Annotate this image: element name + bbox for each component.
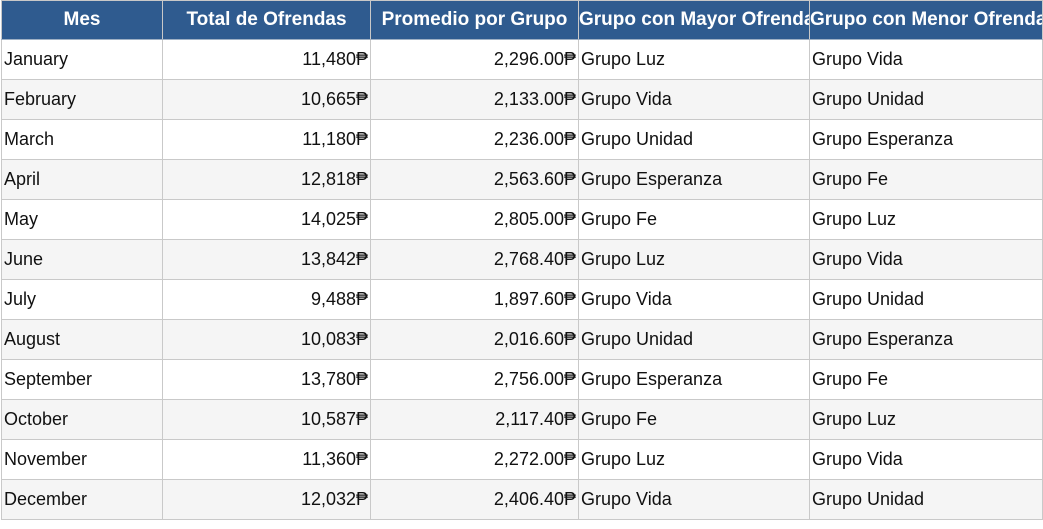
cell-grupo-menor-ofrenda[interactable]: Grupo Fe: [809, 159, 1043, 200]
cell-grupo-menor-ofrenda[interactable]: Grupo Unidad: [809, 279, 1043, 320]
header-promedio-por-grupo[interactable]: Promedio por Grupo: [370, 0, 579, 40]
table-row: September 13,780₱ 2,756.00₱ Grupo Esperanza…: [1, 359, 1043, 400]
cell-grupo-mayor-ofrenda[interactable]: Grupo Luz: [578, 39, 810, 80]
cell-mes[interactable]: July: [1, 279, 163, 320]
cell-grupo-mayor-ofrenda[interactable]: Grupo Esperanza: [578, 359, 810, 400]
cell-grupo-mayor-ofrenda[interactable]: Grupo Fe: [578, 399, 810, 440]
cell-promedio-por-grupo[interactable]: 2,768.40₱: [370, 239, 579, 280]
table-row: July 9,488₱ 1,897.60₱ Grupo Vida Grupo Unida…: [1, 279, 1043, 320]
cell-total-ofrendas[interactable]: 9,488₱: [162, 279, 371, 320]
cell-grupo-menor-ofrenda[interactable]: Grupo Unidad: [809, 479, 1043, 520]
cell-grupo-menor-ofrenda[interactable]: Grupo Vida: [809, 439, 1043, 480]
cell-mes[interactable]: March: [1, 119, 163, 160]
cell-total-ofrendas[interactable]: 13,780₱: [162, 359, 371, 400]
table-row: February 10,665₱ 2,133.00₱ Grupo Vida Grupo …: [1, 79, 1043, 120]
cell-grupo-mayor-ofrenda[interactable]: Grupo Vida: [578, 279, 810, 320]
cell-mes[interactable]: April: [1, 159, 163, 200]
cell-grupo-mayor-ofrenda[interactable]: Grupo Luz: [578, 239, 810, 280]
cell-grupo-mayor-ofrenda[interactable]: Grupo Esperanza: [578, 159, 810, 200]
cell-promedio-por-grupo[interactable]: 2,133.00₱: [370, 79, 579, 120]
cell-grupo-menor-ofrenda[interactable]: Grupo Esperanza: [809, 319, 1043, 360]
cell-promedio-por-grupo[interactable]: 2,296.00₱: [370, 39, 579, 80]
cell-promedio-por-grupo[interactable]: 2,756.00₱: [370, 359, 579, 400]
table-row: January 11,480₱ 2,296.00₱ Grupo Luz Grupo Vi…: [1, 39, 1043, 80]
table-row: May 14,025₱ 2,805.00₱ Grupo Fe Grupo Luz: [1, 199, 1043, 240]
cell-total-ofrendas[interactable]: 10,665₱: [162, 79, 371, 120]
cell-promedio-por-grupo[interactable]: 1,897.60₱: [370, 279, 579, 320]
cell-grupo-mayor-ofrenda[interactable]: Grupo Unidad: [578, 119, 810, 160]
cell-mes[interactable]: February: [1, 79, 163, 120]
cell-grupo-mayor-ofrenda[interactable]: Grupo Vida: [578, 479, 810, 520]
cell-mes[interactable]: November: [1, 439, 163, 480]
cell-grupo-menor-ofrenda[interactable]: Grupo Luz: [809, 399, 1043, 440]
cell-promedio-por-grupo[interactable]: 2,563.60₱: [370, 159, 579, 200]
cell-promedio-por-grupo[interactable]: 2,236.00₱: [370, 119, 579, 160]
cell-mes[interactable]: June: [1, 239, 163, 280]
table-row: December 12,032₱ 2,406.40₱ Grupo Vida Grupo …: [1, 479, 1043, 520]
cell-promedio-por-grupo[interactable]: 2,117.40₱: [370, 399, 579, 440]
cell-mes[interactable]: September: [1, 359, 163, 400]
cell-mes[interactable]: May: [1, 199, 163, 240]
cell-grupo-menor-ofrenda[interactable]: Grupo Esperanza: [809, 119, 1043, 160]
cell-mes[interactable]: August: [1, 319, 163, 360]
table-row: October 10,587₱ 2,117.40₱ Grupo Fe Grupo Luz: [1, 399, 1043, 440]
header-grupo-menor-ofrenda[interactable]: Grupo con Menor Ofrenda: [809, 0, 1043, 40]
header-mes[interactable]: Mes: [1, 0, 163, 40]
cell-total-ofrendas[interactable]: 11,480₱: [162, 39, 371, 80]
cell-grupo-mayor-ofrenda[interactable]: Grupo Vida: [578, 79, 810, 120]
cell-total-ofrendas[interactable]: 14,025₱: [162, 199, 371, 240]
table-row: August 10,083₱ 2,016.60₱ Grupo Unidad Grupo …: [1, 319, 1043, 360]
cell-total-ofrendas[interactable]: 11,180₱: [162, 119, 371, 160]
table-row: June 13,842₱ 2,768.40₱ Grupo Luz Grupo Vida: [1, 239, 1043, 280]
cell-total-ofrendas[interactable]: 11,360₱: [162, 439, 371, 480]
cell-grupo-menor-ofrenda[interactable]: Grupo Unidad: [809, 79, 1043, 120]
cell-promedio-por-grupo[interactable]: 2,016.60₱: [370, 319, 579, 360]
cell-grupo-mayor-ofrenda[interactable]: Grupo Fe: [578, 199, 810, 240]
cell-grupo-mayor-ofrenda[interactable]: Grupo Unidad: [578, 319, 810, 360]
cell-promedio-por-grupo[interactable]: 2,406.40₱: [370, 479, 579, 520]
header-grupo-mayor-ofrenda[interactable]: Grupo con Mayor Ofrenda: [578, 0, 810, 40]
cell-promedio-por-grupo[interactable]: 2,272.00₱: [370, 439, 579, 480]
header-row: Mes Total de Ofrendas Promedio por Grupo…: [1, 0, 1043, 40]
cell-mes[interactable]: December: [1, 479, 163, 520]
cell-grupo-menor-ofrenda[interactable]: Grupo Fe: [809, 359, 1043, 400]
header-total-ofrendas[interactable]: Total de Ofrendas: [162, 0, 371, 40]
cell-mes[interactable]: October: [1, 399, 163, 440]
cell-total-ofrendas[interactable]: 10,587₱: [162, 399, 371, 440]
cell-grupo-menor-ofrenda[interactable]: Grupo Vida: [809, 39, 1043, 80]
cell-total-ofrendas[interactable]: 12,818₱: [162, 159, 371, 200]
cell-total-ofrendas[interactable]: 10,083₱: [162, 319, 371, 360]
table-row: April 12,818₱ 2,563.60₱ Grupo Esperanza Grup…: [1, 159, 1043, 200]
cell-total-ofrendas[interactable]: 13,842₱: [162, 239, 371, 280]
table-row: March 11,180₱ 2,236.00₱ Grupo Unidad Grupo E…: [1, 119, 1043, 160]
table-row: November 11,360₱ 2,272.00₱ Grupo Luz Grupo V…: [1, 439, 1043, 480]
cell-grupo-menor-ofrenda[interactable]: Grupo Luz: [809, 199, 1043, 240]
cell-mes[interactable]: January: [1, 39, 163, 80]
cell-grupo-menor-ofrenda[interactable]: Grupo Vida: [809, 239, 1043, 280]
cell-total-ofrendas[interactable]: 12,032₱: [162, 479, 371, 520]
cell-grupo-mayor-ofrenda[interactable]: Grupo Luz: [578, 439, 810, 480]
cell-promedio-por-grupo[interactable]: 2,805.00₱: [370, 199, 579, 240]
